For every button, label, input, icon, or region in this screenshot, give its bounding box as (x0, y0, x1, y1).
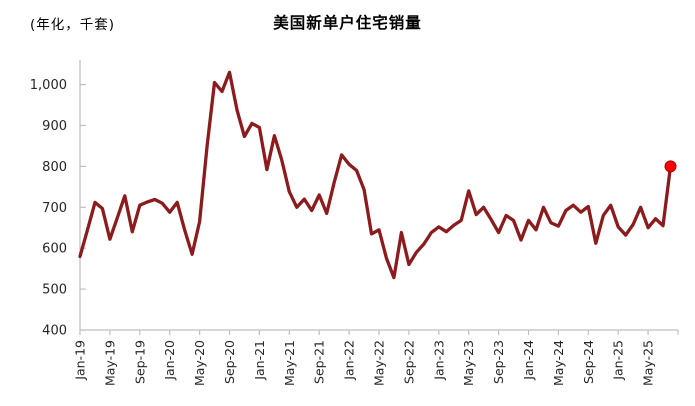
x-tick-label: May-21 (282, 340, 297, 386)
x-tick-label: Jan-19 (73, 340, 88, 381)
x-tick-label: Jan-25 (611, 340, 626, 381)
x-tick-label: May-23 (461, 340, 476, 386)
chart-title: 美国新单户住宅销量 (273, 14, 422, 32)
x-tick-label: Sep-22 (401, 340, 416, 384)
y-tick-label: 600 (42, 242, 67, 257)
x-tick-label: Sep-19 (132, 340, 147, 384)
x-tick-label: May-19 (102, 340, 117, 386)
x-tick-label: Sep-21 (312, 340, 327, 384)
y-tick-label: 900 (42, 119, 67, 134)
x-tick-label: May-25 (641, 340, 656, 386)
x-tick-label: Jan-20 (162, 340, 177, 381)
y-tick-label: 800 (42, 160, 67, 175)
x-tick-label: Sep-20 (222, 340, 237, 384)
x-tick-label: Jan-23 (431, 340, 446, 381)
x-tick-label: Jan-21 (252, 340, 267, 381)
sales-series-line (78, 70, 673, 280)
x-tick-label: May-24 (551, 340, 566, 386)
x-tick-label: Jan-22 (342, 340, 357, 381)
x-tick-label: Sep-24 (581, 340, 596, 384)
y-tick-label: 400 (42, 324, 67, 339)
latest-point-marker (664, 160, 677, 173)
y-axis-unit-label: (年化，千套) (30, 17, 116, 33)
y-tick-label: 500 (42, 283, 67, 298)
x-tick-label: May-22 (372, 340, 387, 386)
y-tick-label: 1,000 (30, 78, 67, 93)
x-tick-label: Jan-24 (521, 340, 536, 381)
x-tick-label: May-20 (192, 340, 207, 386)
x-tick-label: Sep-23 (491, 340, 506, 384)
y-tick-label: 700 (42, 201, 67, 216)
